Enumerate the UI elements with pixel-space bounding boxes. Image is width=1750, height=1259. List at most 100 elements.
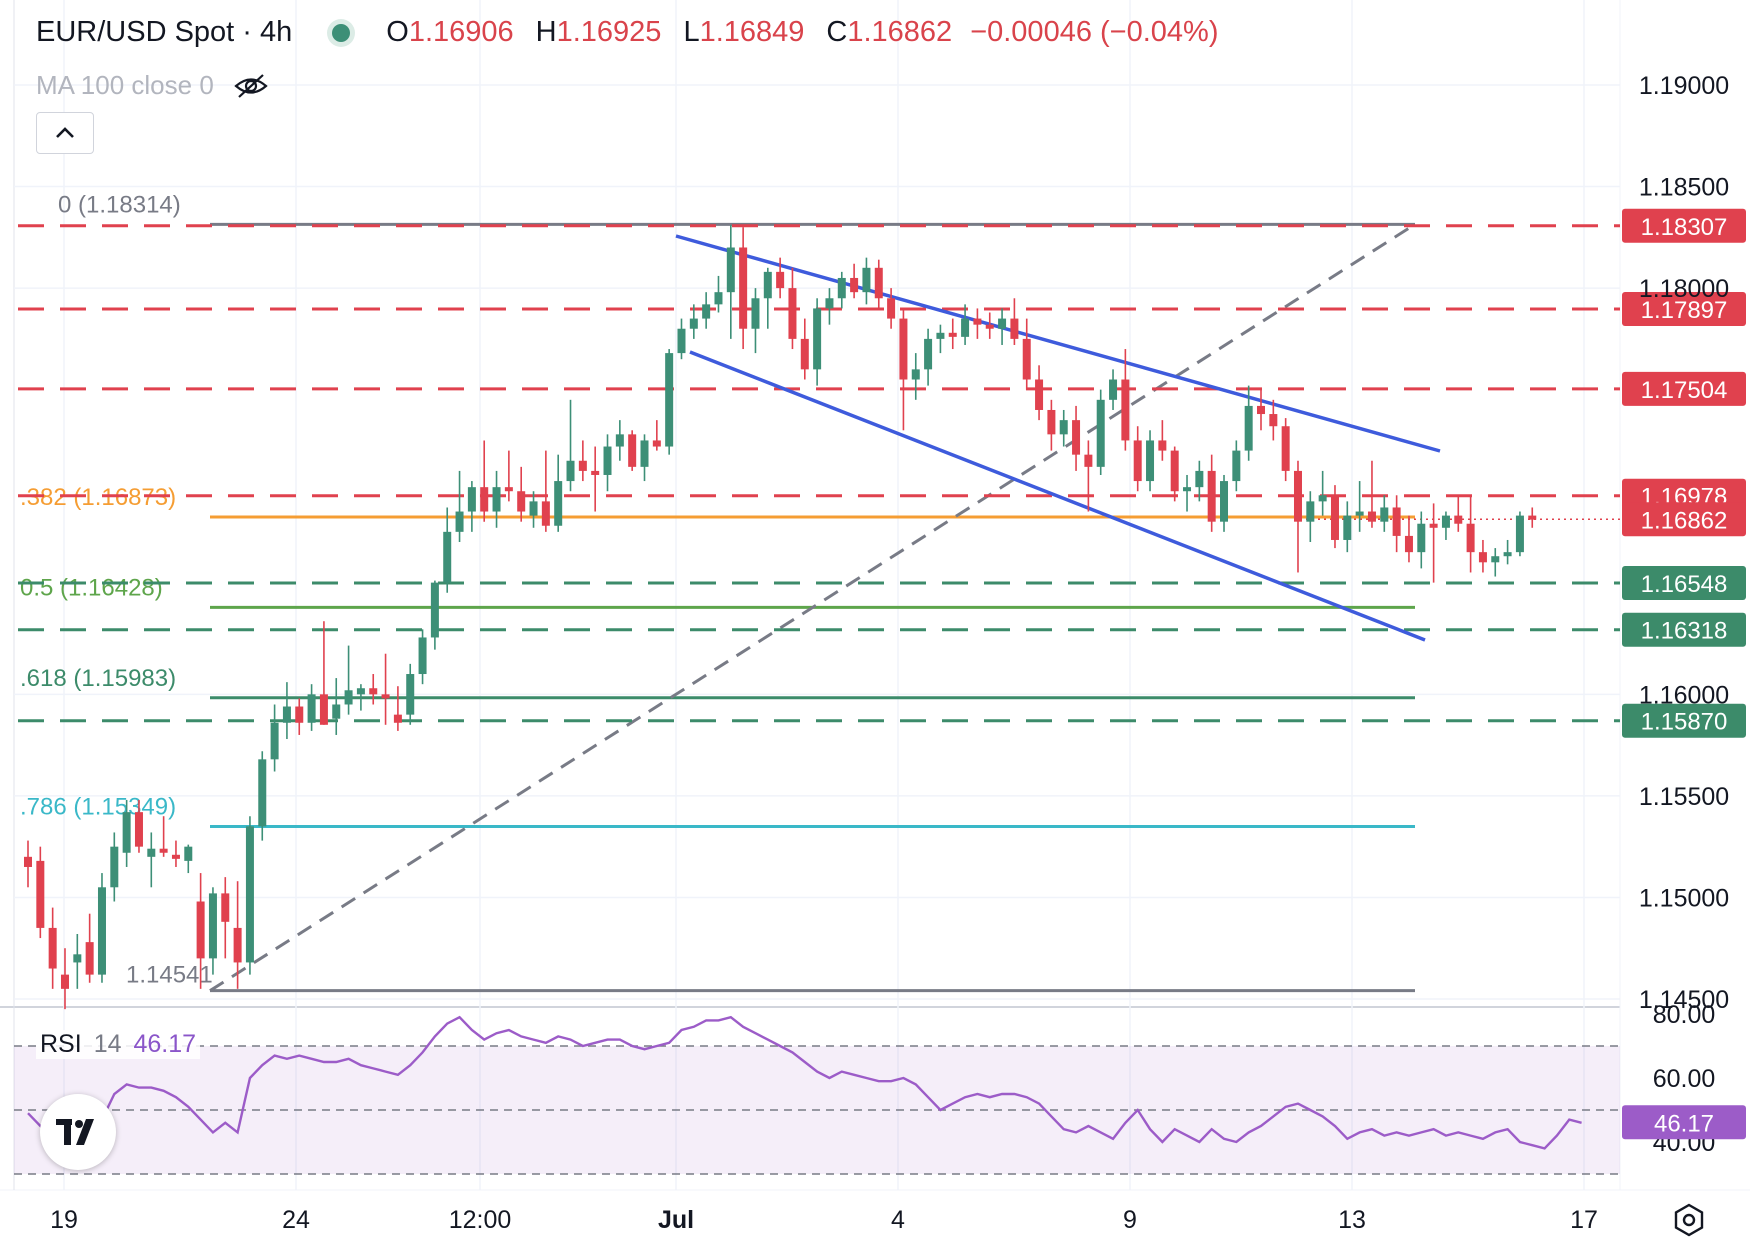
candle-body: [961, 318, 970, 337]
candle-body: [1146, 440, 1155, 482]
chevron-up-icon: [56, 127, 74, 138]
candle-body: [171, 854, 180, 859]
candle-body: [714, 292, 723, 305]
candle-body: [418, 637, 427, 675]
candle-body: [1367, 511, 1376, 522]
ohlc-close-label: C: [826, 16, 848, 48]
time-axis-tick-label: Jul: [658, 1206, 694, 1234]
candle-body: [1133, 440, 1142, 482]
candle-body: [282, 706, 291, 723]
candle-body: [1096, 399, 1105, 467]
candle-body: [467, 487, 476, 512]
collapse-legend-button[interactable]: [36, 112, 94, 154]
support-price-label: 1.15870: [1641, 709, 1728, 736]
support-price-tag: [1622, 703, 1746, 738]
candle-body: [307, 694, 316, 723]
resistance-price-tag: [1622, 292, 1746, 327]
candle-body: [739, 247, 748, 329]
candle-body: [85, 942, 94, 975]
candle-body: [221, 893, 230, 922]
fib-level-label: .382 (1.16873): [20, 484, 176, 511]
price-axis-tick-label: 1.15500: [1639, 783, 1729, 811]
candle-body: [1466, 523, 1475, 553]
time-axis-tick-label: 4: [891, 1206, 905, 1234]
channel-lower-line: [689, 350, 1426, 642]
candle-body: [196, 901, 205, 959]
candle-body: [295, 706, 304, 723]
candle-body: [1429, 523, 1438, 528]
candle-body: [1207, 470, 1216, 522]
symbol-title[interactable]: EUR/USD Spot · 4h: [36, 16, 293, 48]
rsi-label[interactable]: RSI: [40, 1030, 82, 1058]
candle-body: [911, 369, 920, 380]
candle-body: [1380, 507, 1389, 522]
tradingview-logo-icon[interactable]: [40, 1094, 116, 1170]
candle-body: [1220, 481, 1229, 522]
candle-body: [652, 440, 661, 447]
candle-body: [566, 460, 575, 482]
candle-body: [776, 271, 785, 289]
resistance-price-tag: [1622, 371, 1746, 406]
resistance-price-label: 1.17897: [1641, 297, 1728, 324]
ma-indicator-legend: MA 100 close 0: [36, 70, 268, 101]
candle-body: [800, 338, 809, 370]
candle-body: [726, 247, 735, 293]
candle-body: [948, 332, 957, 337]
candle-body: [591, 470, 600, 475]
candle-body: [73, 954, 82, 963]
ma-indicator-label[interactable]: MA 100 close 0: [36, 70, 214, 100]
candle-body: [258, 759, 267, 827]
candle-body: [122, 812, 131, 853]
settings-icon[interactable]: [1672, 1203, 1706, 1237]
fib-level-label: 0 (1.18314): [58, 191, 181, 218]
candle-body: [110, 846, 119, 888]
candle-body: [517, 491, 526, 512]
candle-body: [1441, 515, 1450, 528]
candle-body: [480, 487, 489, 512]
candle-body: [48, 927, 57, 969]
price-axis-tick-label: 1.18500: [1639, 174, 1729, 202]
eye-hidden-icon[interactable]: [234, 73, 268, 99]
candle-body: [1306, 501, 1315, 522]
candle-body: [899, 318, 908, 380]
candle-body: [208, 893, 217, 959]
fib-level-label: .618 (1.15983): [20, 665, 176, 692]
candle-body: [492, 487, 501, 512]
candle-body: [1515, 515, 1524, 553]
symbol-legend: EUR/USD Spot · 4h O1.16906 H1.16925 L1.1…: [36, 16, 1219, 49]
price-axis-tick-label: 1.14500: [1639, 986, 1729, 1014]
candle-body: [1109, 379, 1118, 400]
candle-body: [1343, 515, 1352, 540]
candle-body: [1355, 511, 1364, 516]
fib-level-label: 0.5 (1.16428): [20, 574, 163, 601]
resistance-price-label: 1.18307: [1641, 214, 1728, 241]
rsi-value: 46.17: [133, 1030, 197, 1058]
ohlc-high-value: 1.16925: [556, 16, 662, 48]
candle-body: [1281, 426, 1290, 471]
candle-body: [788, 288, 797, 339]
candle-body: [1195, 470, 1204, 488]
candle-body: [689, 318, 698, 329]
ohlc-close-value: 1.16862: [847, 16, 953, 48]
candle-body: [332, 704, 341, 719]
time-axis-tick-label: 12:00: [449, 1206, 512, 1234]
candle-body: [874, 267, 883, 299]
price-axis-tick-label: 1.16000: [1639, 681, 1729, 709]
last-price-label: 1.16862: [1641, 507, 1728, 534]
candle-body: [665, 353, 674, 447]
candle-body: [1183, 487, 1192, 492]
candle-body: [1257, 405, 1265, 415]
candle-body: [369, 688, 378, 695]
candle-body: [1269, 414, 1278, 427]
channel-upper-line: [675, 234, 1441, 453]
rsi-value-tag: [1622, 1105, 1746, 1140]
candle-body: [825, 298, 834, 309]
candle-body: [615, 434, 624, 447]
candle-body: [529, 501, 538, 516]
candle-body: [1454, 515, 1463, 524]
time-axis-tick-label: 9: [1123, 1206, 1137, 1234]
candle-body: [1318, 495, 1327, 502]
candle-body: [936, 332, 945, 339]
